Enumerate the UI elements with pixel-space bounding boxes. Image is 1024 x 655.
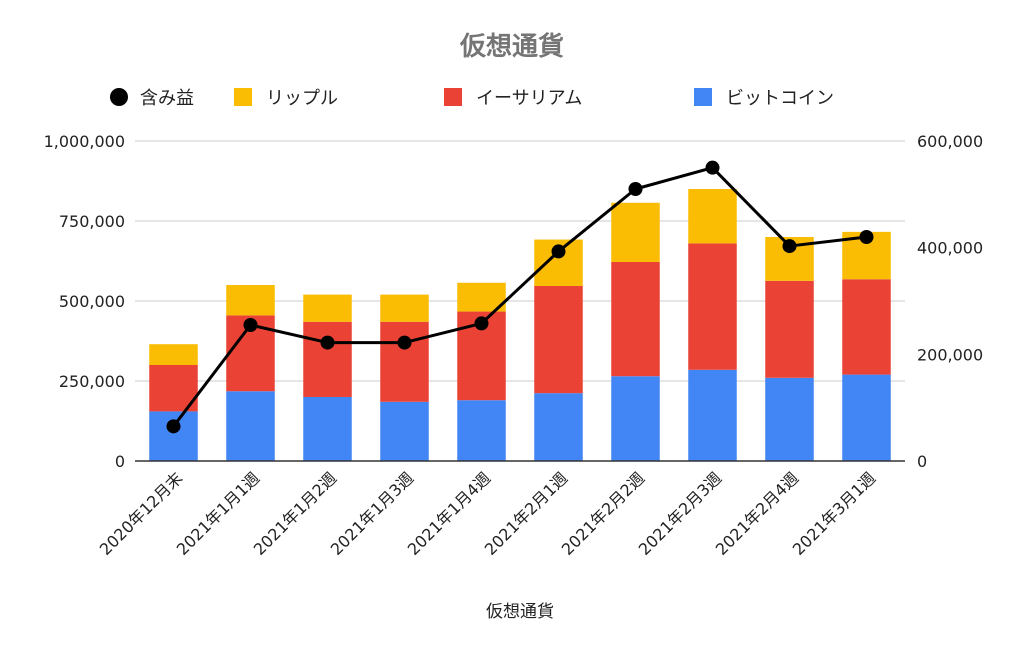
bar-segment-ripple [688,189,737,244]
legend-label-ripple: リップル [266,88,338,109]
bar-segment-bitcoin [457,400,506,461]
profit-point [243,318,258,332]
bar-segment-ethereum [842,279,891,375]
legend: 含み益 リップル イーサリアム ビットコイン [110,88,834,109]
bar-segment-bitcoin [611,376,660,461]
y-left-tick-label: 250,000 [59,372,125,391]
bar-segment-ripple [303,294,352,322]
legend-label-bitcoin: ビットコイン [726,88,834,109]
x-axis-ticks: 2020年12月末2021年1月1週2021年1月2週2021年1月3週2021… [96,468,880,559]
chart-title: 仮想通貨 [459,31,564,62]
profit-point [705,160,720,175]
bar-segment-bitcoin [226,391,275,461]
line-series-profit [166,160,874,434]
bar-segment-ripple [149,344,198,365]
profit-line [172,166,867,428]
y-left-tick-label: 500,000 [59,292,125,311]
profit-point [320,335,335,350]
bar-segment-ethereum [765,280,814,378]
legend-label-ethereum: イーサリアム [476,88,582,109]
y-axis-right: 0 200,000 400,000 600,000 [917,132,983,471]
bar-segment-bitcoin [303,397,352,461]
bar-segment-bitcoin [149,411,198,461]
bar-segment-bitcoin [765,377,814,461]
profit-point [628,182,643,196]
y-right-tick-label: 0 [917,452,927,471]
bar-segment-bitcoin [380,401,429,461]
y-axis-left: 0 250,000 500,000 750,000 1,000,000 [44,132,125,471]
legend-marker-profit [110,88,128,106]
x-tick-label: 2021年3月1週 [789,468,880,559]
bar-segment-bitcoin [688,369,737,461]
legend-label-profit: 含み益 [140,88,194,109]
y-right-tick-label: 600,000 [917,132,983,151]
bar-segment-bitcoin [842,374,891,461]
bar-segment-ripple [380,294,429,322]
profit-point [551,244,566,259]
profit-point [859,230,874,244]
bar-segment-ethereum [534,285,583,394]
y-right-tick-label: 200,000 [917,345,983,364]
x-axis-label: 仮想通貨 [486,602,554,622]
bar-segment-ethereum [380,321,429,402]
y-left-tick-label: 1,000,000 [44,132,125,151]
y-left-tick-label: 0 [115,452,125,471]
bar-segment-ethereum [688,243,737,370]
bar-series [149,189,891,461]
legend-marker-ethereum [444,88,462,106]
bar-segment-ethereum [303,321,352,397]
bar-segment-ethereum [611,261,660,377]
y-left-tick-label: 750,000 [59,212,125,231]
profit-point [474,316,489,331]
legend-marker-bitcoin [694,88,712,106]
bar-segment-ripple [611,202,660,262]
bar-segment-bitcoin [534,393,583,461]
profit-point [782,239,797,254]
bar-segment-ripple [226,285,275,316]
profit-point [397,335,412,350]
profit-point [166,419,181,434]
y-right-tick-label: 400,000 [917,239,983,258]
legend-marker-ripple [234,88,252,106]
